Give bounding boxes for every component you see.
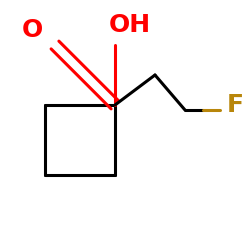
Text: F: F [226, 93, 244, 117]
Text: O: O [22, 18, 43, 42]
Text: OH: OH [109, 13, 151, 37]
